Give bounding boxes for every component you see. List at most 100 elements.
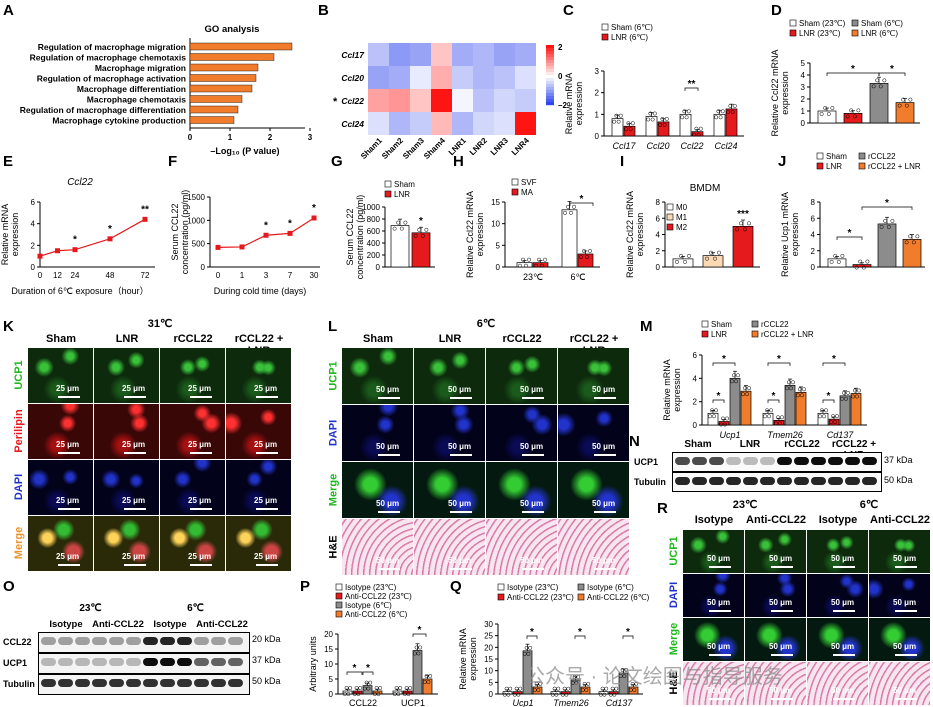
o-band bbox=[143, 679, 158, 687]
h-ytick-label-2: 10 bbox=[491, 220, 500, 229]
p-sig-0-bracket bbox=[346, 671, 363, 675]
p-ytick-label-4: 20 bbox=[324, 630, 333, 639]
r-col-1: Anti-CCL22 bbox=[746, 514, 806, 526]
k-tile-0-1 bbox=[94, 348, 159, 403]
legend-swatch-0 bbox=[601, 23, 609, 31]
c-sham-bar-2-dot-3 bbox=[686, 109, 691, 114]
o-band bbox=[92, 658, 107, 666]
legend-swatch-3 bbox=[335, 610, 343, 618]
o-kda-1: 37 kDa bbox=[252, 655, 281, 665]
q-bar-2-1-dot-3 bbox=[614, 686, 619, 691]
heat-cell-1-2 bbox=[410, 66, 431, 89]
scale-bar-label: 50 μm bbox=[707, 554, 731, 563]
o-band bbox=[58, 679, 73, 687]
r-tile-3-2 bbox=[807, 662, 868, 705]
m-bar-2-1-dot-2 bbox=[833, 420, 837, 425]
scale-bar-label: 25 μm bbox=[254, 496, 278, 505]
f-point-1 bbox=[239, 244, 245, 250]
r-tile-0-0 bbox=[683, 530, 744, 573]
legend-swatch-1 bbox=[601, 33, 609, 41]
q-bar-0-3-dot-3 bbox=[538, 682, 543, 686]
scale-bar-label: 50 μm bbox=[831, 554, 855, 563]
c-lnr-bar-3-dot-3 bbox=[732, 103, 737, 108]
m-bar-2-2-dot-1 bbox=[842, 390, 846, 395]
m-bar-2-0-dot-2 bbox=[822, 414, 826, 419]
k-tile-1-1 bbox=[94, 404, 159, 459]
q-bar-1-3-dot-2 bbox=[584, 688, 589, 692]
legend-swatch-1 bbox=[335, 592, 343, 600]
n-row-1: Tubulin bbox=[634, 477, 666, 487]
panel-letter-d: D bbox=[771, 2, 782, 19]
e-point-3 bbox=[107, 236, 113, 242]
scale-bar bbox=[58, 452, 80, 454]
h-cat-1: 6℃ bbox=[570, 272, 585, 282]
heat-cell-0-5 bbox=[473, 43, 494, 66]
scale-bar bbox=[895, 654, 917, 656]
o-band bbox=[75, 679, 90, 687]
scale-bar-label: 50 μm bbox=[376, 442, 400, 451]
f-ylabel-1: concentration (pg/ml) bbox=[180, 190, 190, 275]
d-ylabel-0: Relative Ccl22 mRNA bbox=[770, 49, 780, 136]
m-bar-0-0-dot-3 bbox=[714, 408, 718, 413]
p-bar-0-2-dot-2 bbox=[366, 686, 371, 691]
scale-bar bbox=[378, 454, 400, 456]
panel-letter-i: I bbox=[620, 153, 625, 170]
heat-cell-3-1 bbox=[389, 112, 410, 135]
k-row-3: Merge bbox=[13, 526, 25, 560]
f-ytick-label-0: 0 bbox=[201, 263, 206, 272]
q-sig-0: * bbox=[530, 627, 534, 638]
l-tile-2-0 bbox=[342, 462, 413, 518]
o-temp-0: 23℃ bbox=[79, 603, 102, 614]
m-cat-1: Tmem26 bbox=[767, 430, 803, 440]
o-band bbox=[126, 679, 141, 687]
h-ylabel-1: expression bbox=[475, 213, 485, 257]
c-sham-bar-0-dot-1 bbox=[614, 113, 619, 118]
d-bar-3-dot-0 bbox=[897, 103, 902, 108]
g-bar-0-dot-3 bbox=[403, 220, 408, 225]
q-bar-2-0-dot-2 bbox=[602, 692, 607, 697]
c-sig: ** bbox=[688, 79, 696, 90]
m-bar-2-3-dot-0 bbox=[851, 394, 855, 399]
legend-swatch-1 bbox=[666, 213, 674, 221]
chart-f: 0 500 1000 1500 Serum CCL22 concentration (pg… bbox=[170, 190, 320, 296]
c-lnr-bar-2-dot-2 bbox=[696, 132, 701, 137]
h-cat-0: 23℃ bbox=[523, 272, 543, 282]
q-bar-1-2-dot-3 bbox=[576, 675, 581, 679]
i-title: BMDM bbox=[690, 183, 721, 194]
j-ylabel-0: Relative Ucp1 mRNA bbox=[780, 192, 790, 277]
o-row-2: Tubulin bbox=[3, 679, 35, 689]
o-band bbox=[211, 637, 226, 645]
scale-seg-9 bbox=[546, 72, 554, 76]
r-tile-3-3 bbox=[869, 662, 930, 705]
e-ylabel-0: Relative mRNA bbox=[0, 204, 10, 266]
q-bar-2-1-dot-2 bbox=[612, 692, 617, 697]
scale-bar bbox=[709, 698, 731, 700]
panel-letter-m: M bbox=[640, 318, 653, 335]
n-band bbox=[743, 477, 758, 485]
panel-letter-l: L bbox=[328, 318, 338, 335]
h-ma-bar-1-dot-0 bbox=[579, 255, 583, 259]
c-sham-bar-3-dot-3 bbox=[720, 109, 725, 114]
i-ytick-label-1: 2 bbox=[656, 247, 661, 256]
j-ytick-label-0: 0 bbox=[811, 263, 816, 272]
scale-bar-label: 50 μm bbox=[520, 385, 544, 394]
c-sham-bar-2-dot-2 bbox=[684, 115, 689, 120]
scale-bar bbox=[450, 454, 472, 456]
go-bar-5 bbox=[189, 95, 243, 103]
r-col-0: Isotype bbox=[694, 514, 734, 526]
go-bar-6 bbox=[189, 105, 239, 114]
scale-bar bbox=[594, 568, 616, 570]
m-bar-1-3-dot-0 bbox=[796, 393, 800, 398]
q-ytick-label-0: 0 bbox=[489, 690, 494, 699]
m-sig-1: * bbox=[722, 354, 726, 365]
legend-label-1: LNR (6℃) bbox=[611, 33, 648, 42]
legend-swatch-1 bbox=[851, 19, 859, 27]
scale-bar-label: 50 μm bbox=[769, 642, 793, 651]
i-bar-2 bbox=[732, 226, 754, 268]
p-bar-0-2-dot-1 bbox=[364, 680, 369, 685]
c-sham-bar-1-dot-0 bbox=[646, 117, 651, 122]
scale-seg-1 bbox=[546, 48, 554, 52]
k-row-2: DAPI bbox=[13, 473, 25, 501]
n-row-0: UCP1 bbox=[634, 457, 659, 467]
